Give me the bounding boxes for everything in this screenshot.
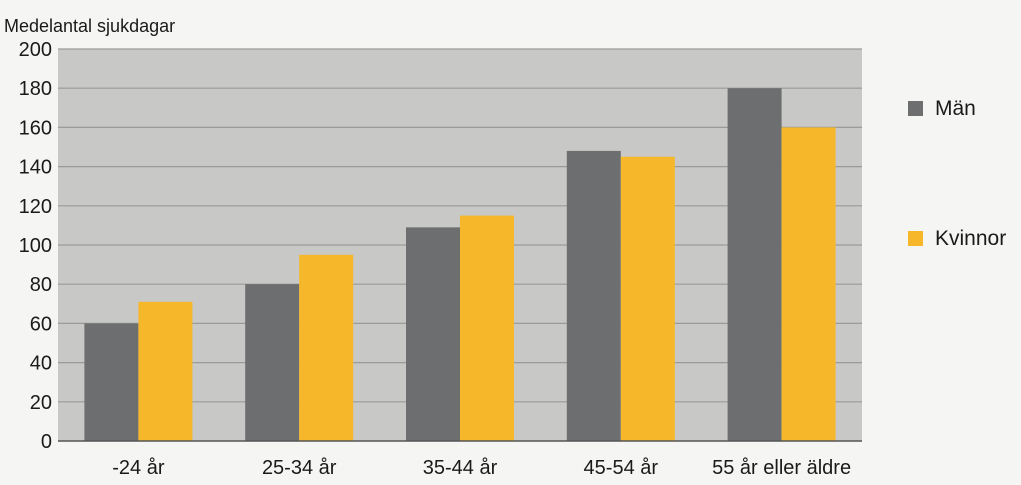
bar-kvinnor-2 [460, 215, 514, 441]
x-tick-label: 25-34 år [262, 457, 337, 479]
legend-swatch-kvinnor [908, 231, 923, 246]
y-tick-labels: 0 20 40 60 80 100 120 140 160 180 200 [19, 39, 52, 453]
x-tick-label: 45-54 år [584, 457, 659, 479]
bar-man-2 [406, 227, 460, 441]
y-tick-label: 20 [30, 392, 52, 414]
y-axis-label: Medelantal sjukdagar [4, 16, 175, 36]
x-tick-label: -24 år [112, 457, 165, 479]
legend: Män Kvinnor [908, 97, 1006, 250]
x-tick-label: 55 år eller äldre [712, 457, 851, 479]
bar-kvinnor-4 [781, 127, 836, 442]
bar-man-0 [84, 323, 139, 441]
y-tick-label: 40 [30, 353, 52, 375]
y-tick-label: 120 [19, 196, 52, 218]
y-tick-label: 140 [19, 157, 52, 179]
x-tick-label: 35-44 år [423, 457, 498, 479]
legend-label-kvinnor: Kvinnor [935, 227, 1006, 250]
y-tick-label: 160 [19, 117, 52, 139]
bar-man-4 [727, 88, 782, 441]
bar-kvinnor-3 [620, 156, 675, 442]
y-tick-label: 200 [19, 39, 52, 61]
x-tick-labels: -24 år 25-34 år 35-44 år 45-54 år 55 år elle… [112, 457, 851, 479]
y-tick-label: 0 [41, 431, 52, 453]
y-tick-label: 100 [19, 235, 52, 257]
legend-label-man: Män [935, 97, 976, 120]
y-tick-label: 80 [30, 274, 52, 296]
y-tick-label: 60 [30, 313, 52, 335]
legend-swatch-man [908, 101, 923, 116]
bar-man-1 [245, 284, 300, 441]
bars [84, 88, 836, 442]
bar-man-3 [566, 150, 621, 442]
bar-kvinnor-0 [138, 301, 193, 441]
y-tick-label: 180 [19, 78, 52, 100]
bar-kvinnor-1 [299, 254, 354, 441]
